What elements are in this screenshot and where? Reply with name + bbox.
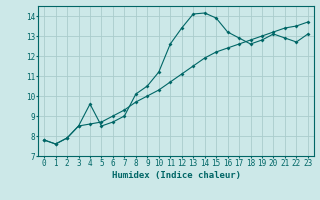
X-axis label: Humidex (Indice chaleur): Humidex (Indice chaleur) <box>111 171 241 180</box>
